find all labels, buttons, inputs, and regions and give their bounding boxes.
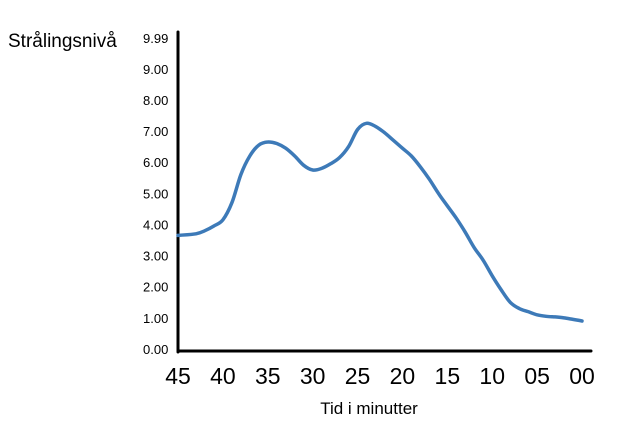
- x-tick-label: 35: [255, 363, 281, 389]
- x-tick-label: 20: [390, 363, 416, 389]
- y-tick-label: 9.99: [143, 31, 168, 46]
- y-tick-label: 0.00: [143, 342, 168, 357]
- y-tick-label: 7.00: [143, 124, 168, 139]
- series-line: [176, 121, 584, 323]
- x-axis-label: Tid i minutter: [320, 399, 418, 418]
- y-tick-label: 2.00: [143, 280, 168, 295]
- y-tick-label: 8.00: [143, 93, 168, 108]
- y-axis-label: Strålingsnivå: [8, 31, 117, 52]
- x-tick-label: 15: [435, 363, 461, 389]
- x-tick-label: 10: [479, 363, 505, 389]
- y-tick-label: 9.00: [143, 62, 168, 77]
- x-tick-label: 00: [569, 363, 595, 389]
- y-tick-label: 5.00: [143, 186, 168, 201]
- y-tick-label: 4.00: [143, 217, 168, 232]
- y-tick-label: 3.00: [143, 249, 168, 264]
- x-tick-label: 45: [165, 363, 191, 389]
- y-tick-label: 1.00: [143, 311, 168, 326]
- x-tick-label: 25: [345, 363, 371, 389]
- x-tick-label: 40: [210, 363, 236, 389]
- x-tick-label: 05: [524, 363, 550, 389]
- x-tick-label: 30: [300, 363, 326, 389]
- x-tick-labels: 45 40 35 30 25 20 15 10 05 00: [165, 363, 595, 389]
- y-tick-label: 6.00: [143, 155, 168, 170]
- y-tick-labels: 0.00 1.00 2.00 3.00 4.00 5.00 6.00 7.00 8.00 9.00…: [143, 31, 168, 357]
